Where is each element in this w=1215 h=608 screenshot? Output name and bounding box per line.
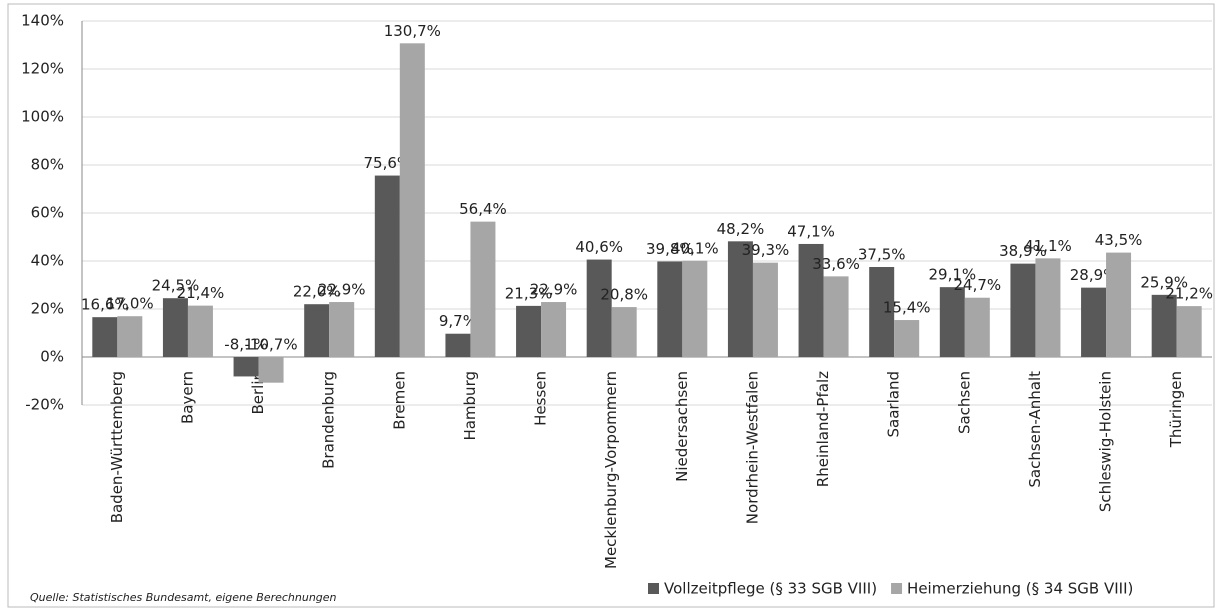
y-tick-label: 100% <box>21 108 64 126</box>
bar <box>1176 306 1202 357</box>
bar <box>233 357 259 377</box>
source-note: Quelle: Statistisches Bundesamt, eigene … <box>30 591 337 604</box>
value-label: 43,5% <box>1095 231 1143 249</box>
bar <box>1151 294 1177 357</box>
value-label: 47,1% <box>787 222 835 240</box>
value-label: 22,9% <box>318 281 366 299</box>
bar <box>399 43 425 357</box>
bar <box>869 267 895 357</box>
value-label: 48,2% <box>717 220 765 238</box>
bar <box>939 287 965 357</box>
legend-label: Vollzeitpflege (§ 33 SGB VIII) <box>664 580 877 598</box>
bar <box>187 305 213 357</box>
legend-label: Heimerziehung (§ 34 SGB VIII) <box>907 580 1133 598</box>
bar <box>682 260 708 357</box>
bar <box>117 316 143 357</box>
y-tick-label: 40% <box>31 252 64 270</box>
value-label: 21,2% <box>1165 285 1213 303</box>
x-tick-label: Mecklenburg-Vorpommern <box>602 371 620 569</box>
x-tick-label: Rheinland-Pfalz <box>814 371 832 487</box>
value-label: 9,7% <box>439 312 477 330</box>
x-tick-label: Hamburg <box>461 371 479 441</box>
x-tick-label: Bremen <box>390 371 408 430</box>
value-label: 25,9% <box>1140 273 1188 291</box>
x-tick-label: Hessen <box>532 371 550 426</box>
bar <box>611 307 637 357</box>
bar <box>329 302 355 357</box>
y-tick-label: 20% <box>31 300 64 318</box>
y-tick-label: 0% <box>40 348 64 366</box>
bar <box>516 305 542 357</box>
value-label: 21,4% <box>177 284 225 302</box>
value-label: 29,1% <box>928 266 976 284</box>
value-label: -8,1% <box>224 336 268 354</box>
x-tick-label: Sachsen-Anhalt <box>1026 371 1044 488</box>
value-label: 37,5% <box>858 246 906 264</box>
x-tick-label: Brandenburg <box>320 371 338 469</box>
x-tick-label: Baden-Württemberg <box>108 371 126 523</box>
value-label: 16,6% <box>81 296 129 314</box>
bar <box>258 357 284 383</box>
x-tick-label: Nordrhein-Westfalen <box>743 371 761 524</box>
value-label: 40,6% <box>575 238 623 256</box>
bar <box>657 261 683 357</box>
value-label: 22,9% <box>530 281 578 299</box>
value-label: 21,3% <box>505 284 553 302</box>
value-label: 20,8% <box>600 286 648 304</box>
value-label: 130,7% <box>384 22 441 40</box>
y-tick-label: 60% <box>31 204 64 222</box>
bar <box>1035 258 1061 357</box>
bar <box>823 276 849 357</box>
bar <box>541 302 567 357</box>
bar <box>727 241 753 357</box>
value-label: 24,5% <box>152 277 200 295</box>
bar <box>374 175 400 357</box>
bar <box>586 259 612 357</box>
bar <box>798 243 824 357</box>
y-tick-label: 120% <box>21 60 64 78</box>
legend-swatch <box>891 583 903 594</box>
value-label: 41,1% <box>1024 237 1072 255</box>
y-tick-label: 140% <box>21 12 64 30</box>
value-label: -10,7% <box>245 336 298 354</box>
x-tick-label: Thüringen <box>1167 371 1185 448</box>
value-label: 15,4% <box>883 299 931 317</box>
bar <box>470 221 496 357</box>
x-tick-label: Saarland <box>885 371 903 437</box>
legend-swatch <box>648 583 659 594</box>
value-label: 56,4% <box>459 200 507 218</box>
bar <box>1106 252 1132 357</box>
value-label: 38,9% <box>999 242 1047 260</box>
bar <box>752 262 778 357</box>
x-tick-label: Bayern <box>178 371 196 424</box>
value-label: 17,0% <box>106 295 154 313</box>
bar <box>445 333 471 357</box>
bar <box>964 297 990 357</box>
value-label: 39,8% <box>646 240 694 258</box>
bar <box>1010 263 1036 357</box>
value-label: 75,6% <box>363 154 411 172</box>
value-label: 24,7% <box>953 276 1001 294</box>
x-tick-label: Schleswig-Holstein <box>1097 371 1115 512</box>
chart-frame <box>7 3 1215 608</box>
x-tick-label: Niedersachsen <box>673 371 691 482</box>
bar <box>92 317 118 357</box>
value-label: 39,3% <box>742 241 790 259</box>
bar <box>162 298 188 357</box>
bar <box>894 320 920 357</box>
x-tick-label: Sachsen <box>955 371 973 434</box>
y-tick-label: 80% <box>31 156 64 174</box>
bar <box>304 304 330 357</box>
value-label: 40,1% <box>671 239 719 257</box>
value-label: 33,6% <box>812 255 860 273</box>
value-label: 28,9% <box>1070 266 1118 284</box>
y-tick-label: -20% <box>25 396 64 414</box>
bar <box>1081 287 1107 357</box>
value-label: 22,0% <box>293 283 341 301</box>
